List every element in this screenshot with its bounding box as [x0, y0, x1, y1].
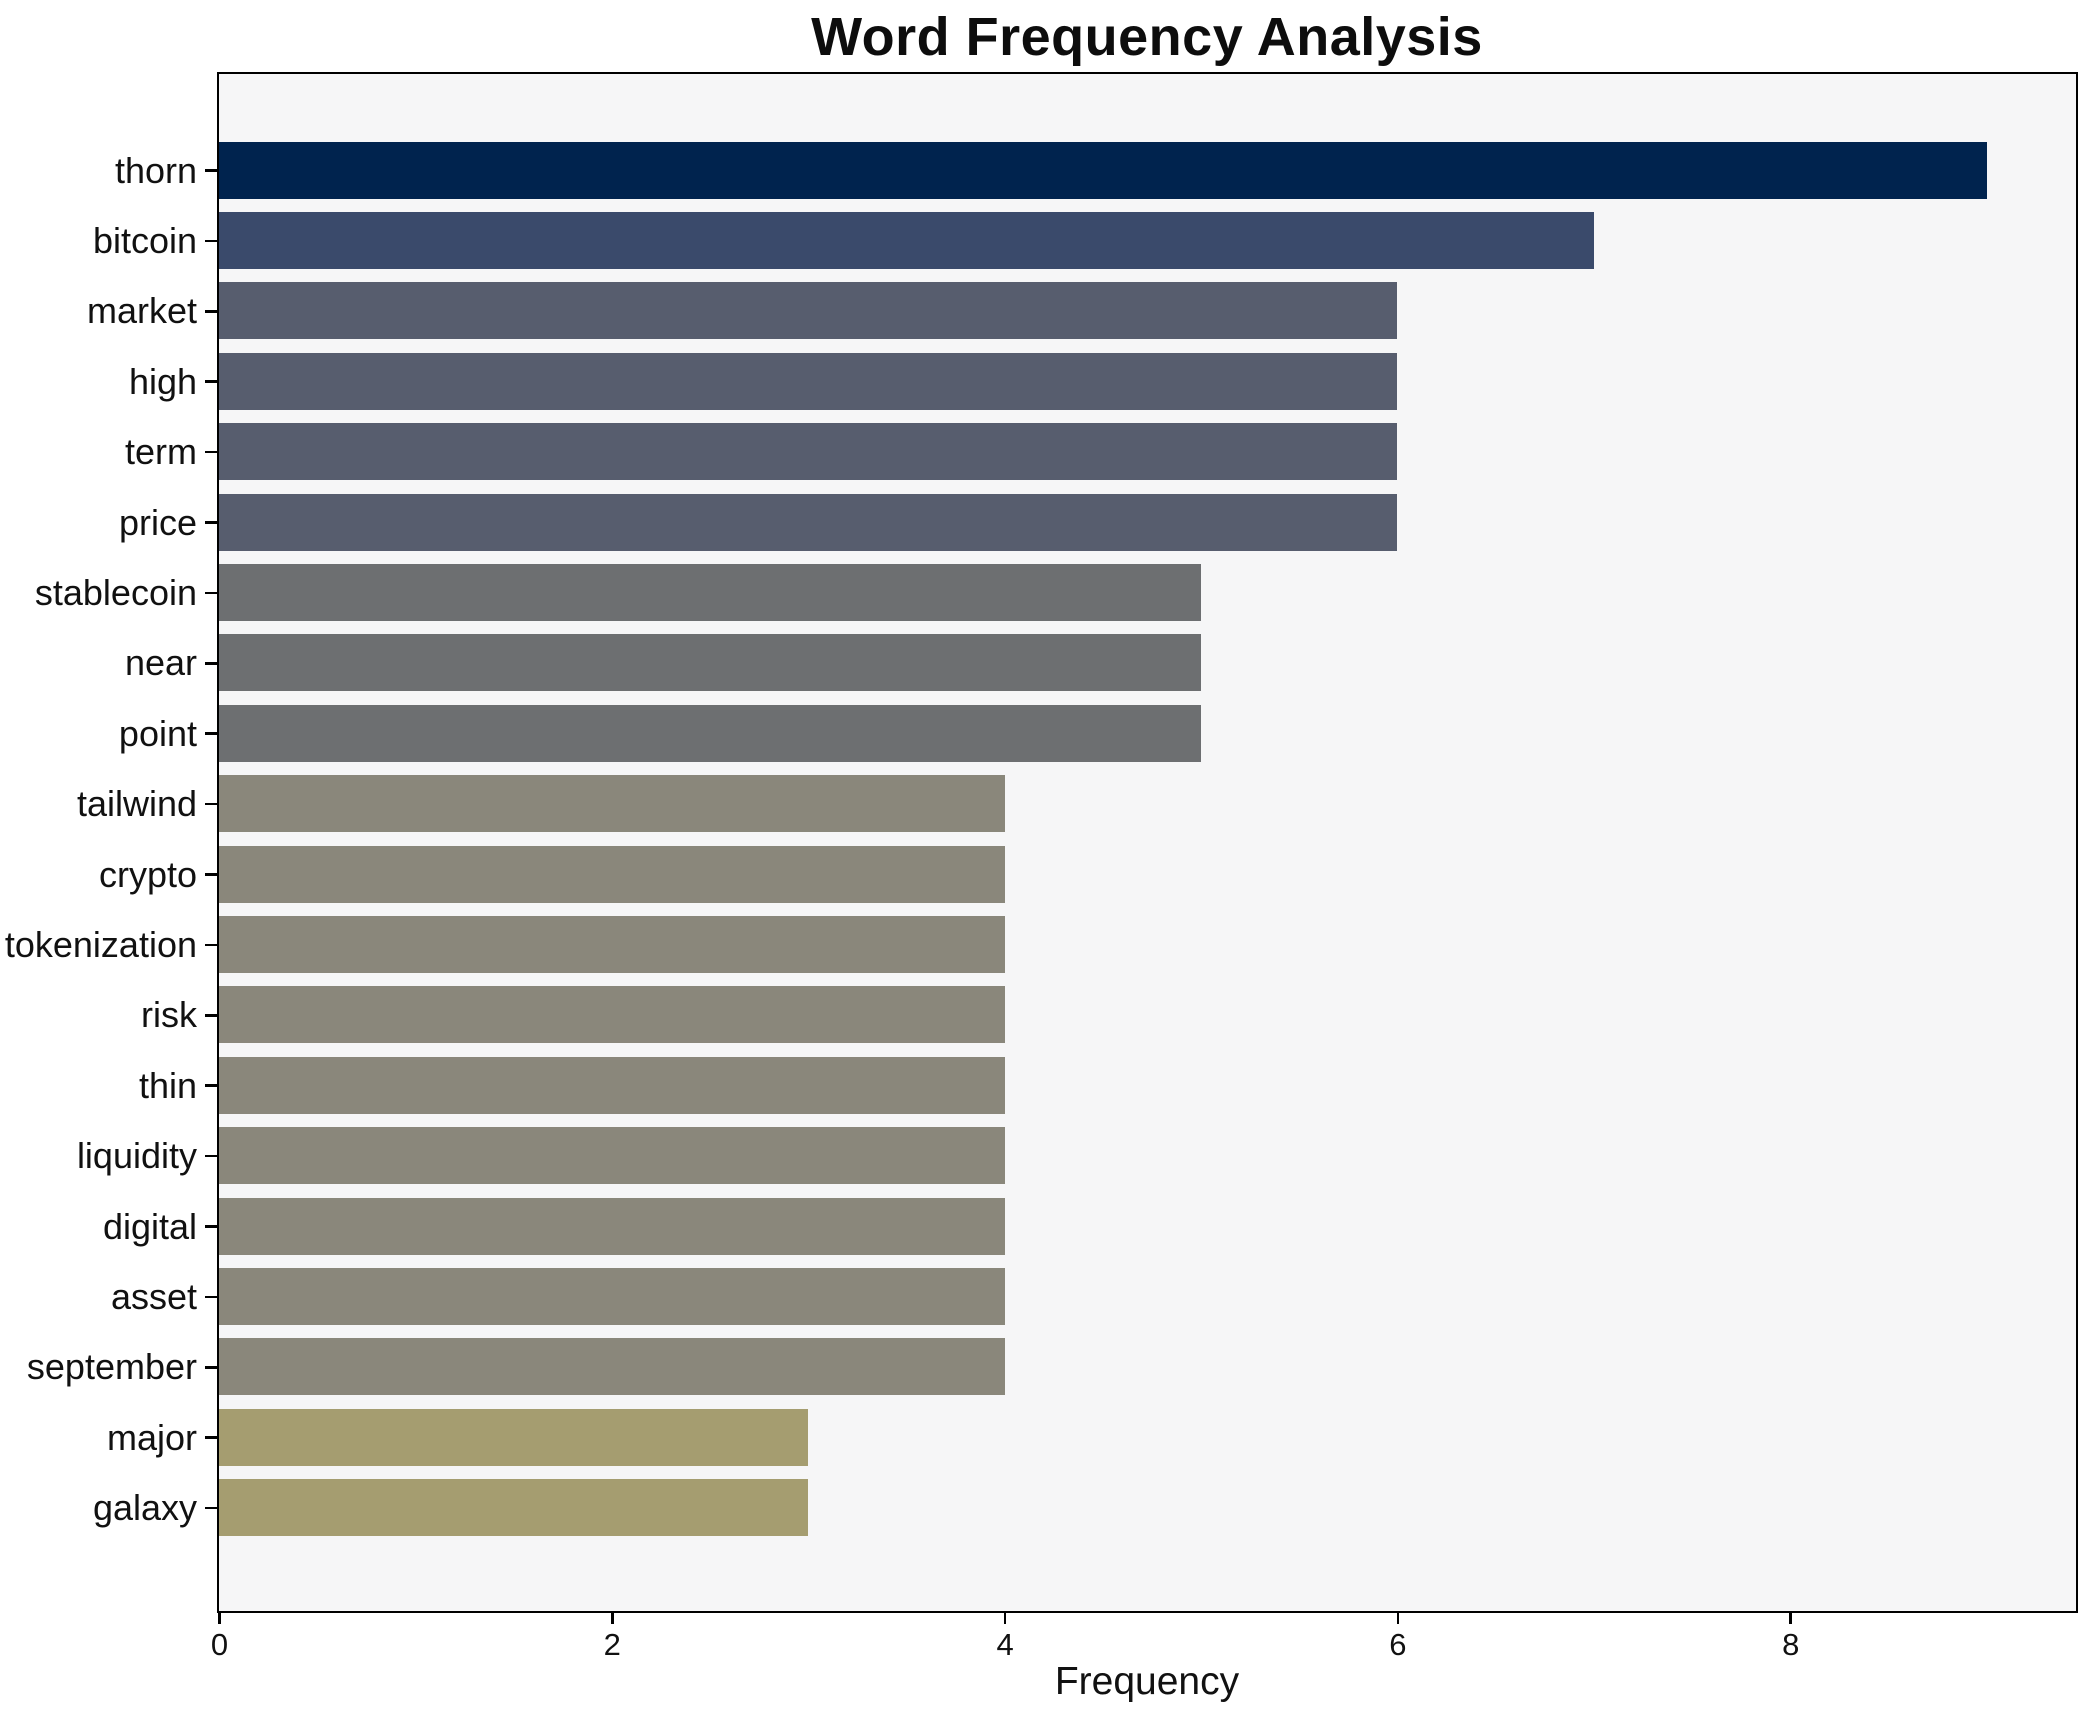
bar-september [219, 1338, 1005, 1396]
y-tick-label-thorn: thorn [114, 149, 197, 191]
bar-stablecoin [219, 563, 1201, 621]
y-tick-label-high: high [128, 360, 197, 402]
y-tick-label-thin: thin [138, 1064, 197, 1106]
bar-point [219, 704, 1201, 762]
y-tick-mark [205, 1225, 217, 1228]
y-tick-mark [205, 873, 217, 876]
y-tick-mark [205, 1154, 217, 1158]
bar-liquidity [219, 1127, 1005, 1185]
bar-term [219, 423, 1398, 481]
y-tick-label-tailwind: tailwind [76, 783, 197, 825]
bar-bitcoin [219, 211, 1594, 269]
y-tick-label-stablecoin: stablecoin [34, 571, 197, 613]
bar-major [219, 1408, 809, 1466]
bar-risk [219, 986, 1005, 1044]
y-tick-mark [205, 310, 217, 313]
y-tick-label-bitcoin: bitcoin [92, 219, 197, 261]
y-tick-mark [205, 1366, 217, 1369]
y-tick-mark [205, 591, 217, 595]
bar-near [219, 634, 1201, 692]
y-tick-mark [205, 1014, 217, 1017]
y-tick-label-term: term [125, 431, 197, 473]
y-tick-label-liquidity: liquidity [76, 1135, 197, 1177]
y-tick-mark [205, 169, 217, 172]
y-tick-label-market: market [86, 290, 197, 332]
bar-thorn [219, 141, 1987, 199]
x-tick-label-2: 2 [603, 1627, 621, 1662]
bar-asset [219, 1267, 1005, 1325]
y-tick-label-tokenization: tokenization [4, 923, 197, 965]
bar-galaxy [219, 1479, 809, 1537]
x-tick-mark [1003, 1613, 1007, 1624]
bar-price [219, 493, 1398, 551]
bar-thin [219, 1056, 1005, 1114]
plot-area [217, 72, 2078, 1613]
x-tick-mark [1396, 1613, 1400, 1624]
y-tick-label-price: price [118, 501, 197, 543]
x-axis-label: Frequency [1054, 1660, 1240, 1703]
bar-digital [219, 1197, 1005, 1255]
y-tick-mark [205, 450, 217, 454]
bar-tailwind [219, 775, 1005, 833]
y-tick-mark [205, 1295, 217, 1299]
x-tick-label-4: 4 [996, 1627, 1014, 1662]
chart-title: Word Frequency Analysis [811, 7, 1483, 67]
y-axis: thorn bitcoin market high term price stablecoi… [0, 0, 197, 1722]
y-tick-mark [205, 662, 217, 665]
y-tick-mark [205, 732, 217, 735]
y-tick-label-asset: asset [110, 1275, 197, 1317]
x-tick-label-0: 0 [210, 1627, 229, 1662]
x-tick-mark [218, 1613, 221, 1624]
y-tick-mark [205, 1506, 217, 1510]
x-tick-mark [1789, 1613, 1792, 1624]
y-tick-mark [205, 380, 217, 383]
y-tick-label-galaxy: galaxy [92, 1487, 197, 1529]
bar-tokenization [219, 915, 1005, 973]
bar-crypto [219, 845, 1005, 903]
x-tick-label-6: 6 [1389, 1627, 1407, 1662]
x-tick-mark [611, 1613, 614, 1624]
y-tick-mark [205, 1436, 217, 1439]
y-tick-mark [205, 943, 217, 947]
bar-market [219, 282, 1398, 340]
y-tick-mark [205, 1084, 217, 1087]
y-tick-label-september: september [26, 1346, 197, 1388]
y-tick-label-digital: digital [102, 1205, 197, 1247]
y-tick-label-near: near [124, 642, 197, 684]
y-tick-label-point: point [118, 712, 197, 754]
y-tick-mark [205, 521, 217, 524]
y-tick-label-major: major [106, 1416, 197, 1458]
x-tick-label-8: 8 [1782, 1627, 1800, 1662]
y-tick-label-risk: risk [141, 994, 197, 1036]
y-tick-mark [205, 802, 217, 806]
y-tick-mark [205, 239, 217, 243]
y-tick-label-crypto: crypto [98, 853, 197, 895]
bar-high [219, 352, 1398, 410]
